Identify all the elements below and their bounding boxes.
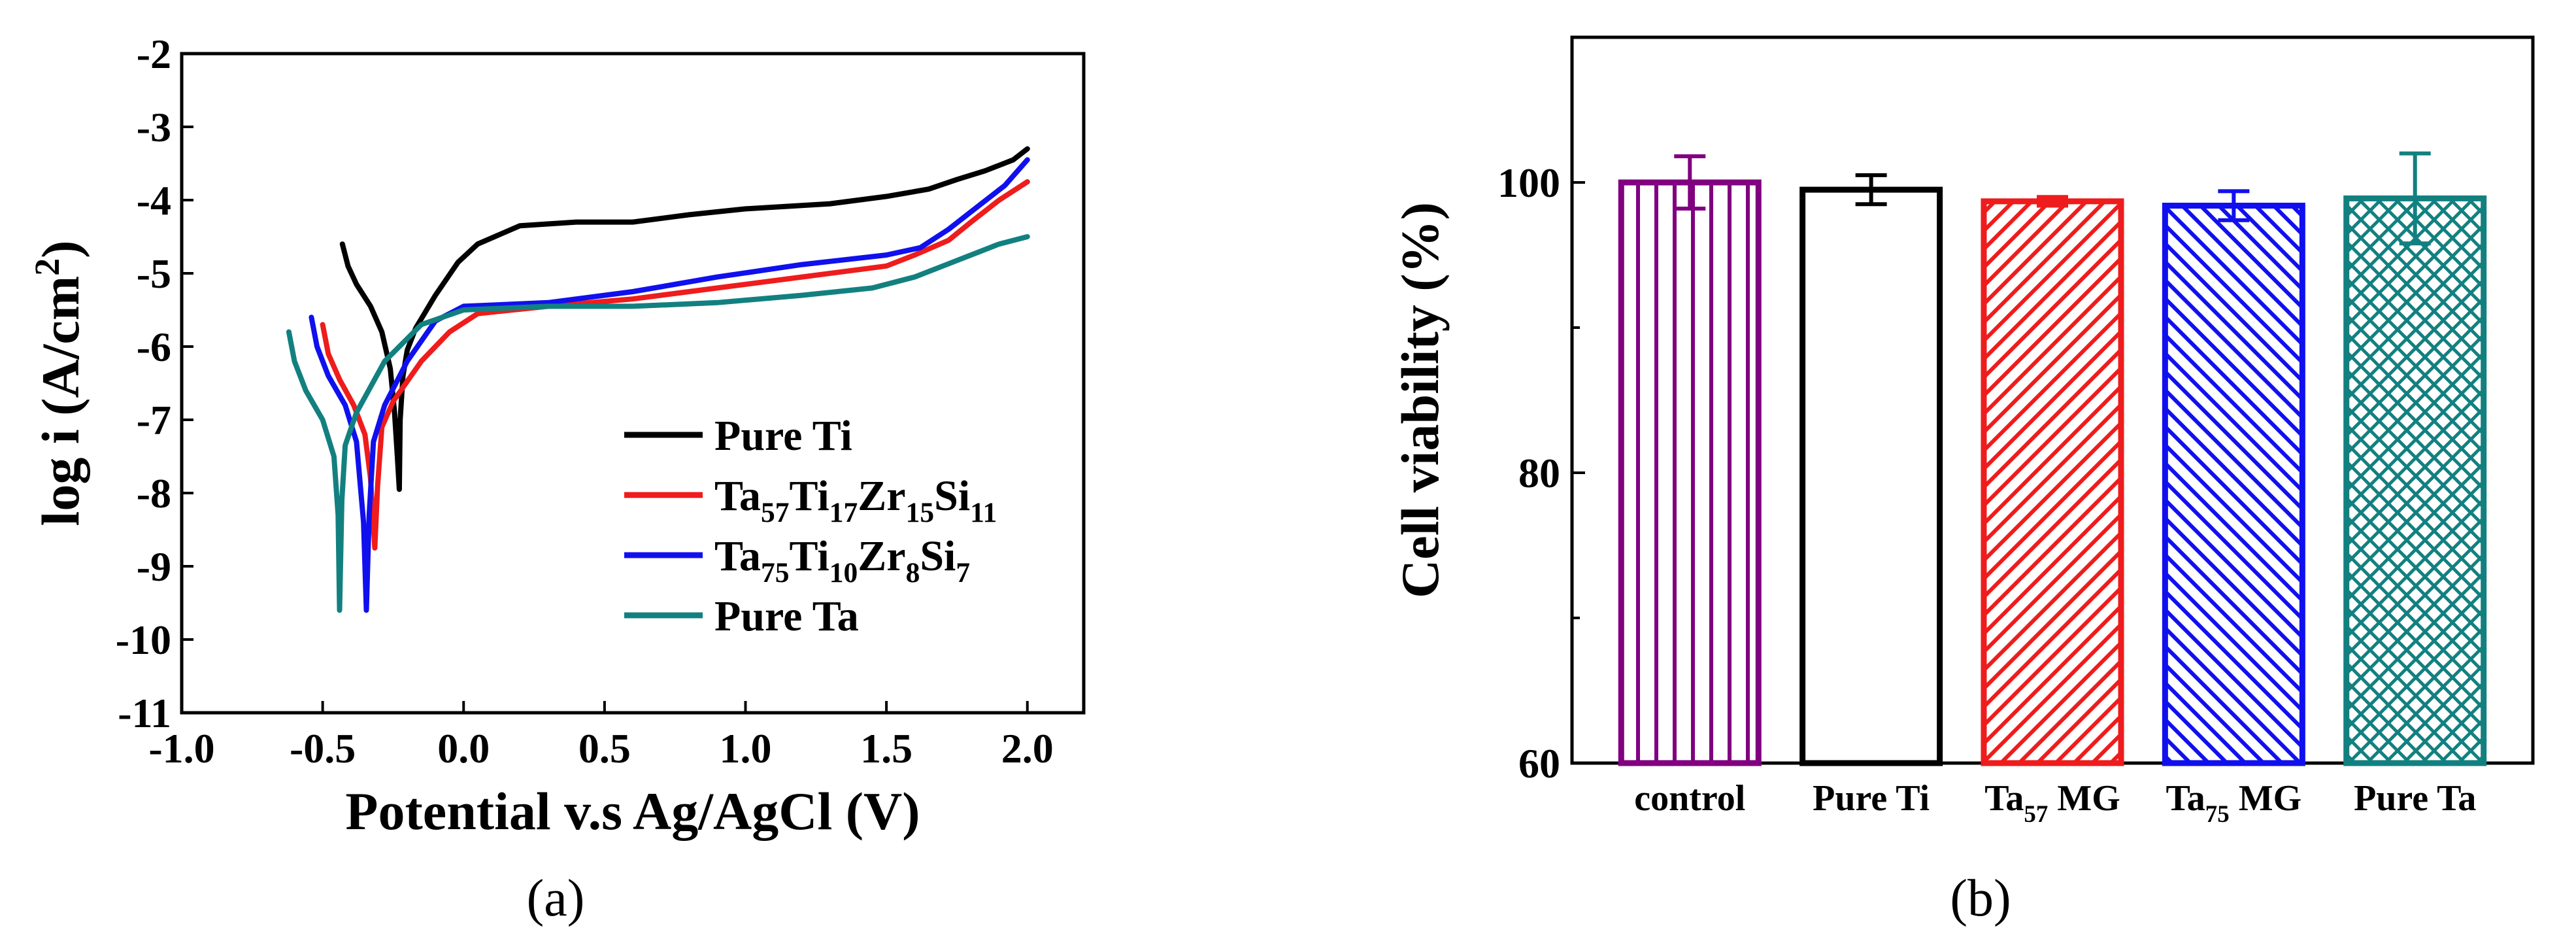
category-label-5-part: Pure Ta — [2354, 778, 2476, 819]
ylabel-a-sup: 2 — [27, 258, 67, 276]
legend-label-2: Ta57Ti17Zr15Si11 — [714, 472, 997, 528]
x-tick-label: 0.0 — [437, 725, 490, 772]
legend-label-3-part: Zr — [858, 532, 905, 580]
legend-label-1-part: Pure Ti — [714, 412, 852, 460]
x-axis-b: control Pure Ti Ta57 MG Ta75 MG Pure Ta — [1634, 778, 2476, 827]
series-line-4 — [286, 234, 1030, 613]
series-line-1 — [339, 146, 1030, 492]
legend-label-1: Pure Ti — [714, 412, 852, 460]
legend-label-2-part: 11 — [970, 497, 997, 528]
legend-label-3-part: 8 — [906, 557, 920, 589]
legend-label-2-part: 17 — [829, 497, 858, 528]
plot-frame-a — [180, 52, 1086, 715]
y-tick-label: -2 — [137, 31, 171, 77]
legend-label-2-part: 15 — [906, 497, 935, 528]
bar-2 — [1799, 186, 1943, 766]
y-tick-label: -5 — [137, 250, 171, 297]
legend-label-3: Ta75Ti10Zr8Si7 — [714, 532, 970, 589]
xlabel-a: Potential v.s Ag/AgCl (V) — [345, 781, 920, 841]
x-tick-label: 1.0 — [720, 725, 772, 772]
y-tick-label: -11 — [118, 690, 171, 736]
panel-label-a: (a) — [527, 870, 585, 927]
y-tick-label: -7 — [137, 397, 171, 443]
x-tick-label: 2.0 — [1001, 725, 1054, 772]
bar-4 — [2162, 203, 2305, 766]
x-tick-label: -0.5 — [290, 725, 356, 772]
bars — [1618, 151, 2487, 766]
series-lines — [286, 146, 1030, 613]
legend-label-2-part: Si — [934, 472, 970, 520]
y-axis-a: -2 -3 -4 -5 -6 -7 -8 -9 -10 -11 — [116, 31, 193, 736]
ylabel-a: log i (A/cm2) — [27, 241, 90, 526]
y-tick-label: -6 — [137, 324, 171, 370]
legend-label-2-part: Ti — [790, 472, 829, 520]
legend-label-3-part: Ti — [790, 532, 829, 580]
category-label-3: Ta57 MG — [1984, 778, 2120, 827]
y-tick-label-b: 100 — [1497, 160, 1560, 206]
x-tick-label: -1.0 — [148, 725, 214, 772]
legend-label-2-part: 57 — [761, 497, 790, 528]
y-tick-label: -8 — [137, 470, 171, 517]
legend-label-3-part: 10 — [829, 557, 858, 589]
ylabel-a-end: ) — [31, 241, 90, 258]
category-label-4-part: 75 — [2205, 800, 2230, 827]
legend-label-2-part: Zr — [858, 472, 905, 520]
bar-5 — [2343, 195, 2487, 766]
category-label-4: Ta75 MG — [2166, 778, 2302, 827]
y-tick-label-b: 60 — [1518, 740, 1560, 787]
category-label-3-part: Ta — [1984, 778, 2024, 819]
y-tick-label: -10 — [116, 617, 171, 663]
category-label-4-part: Ta — [2166, 778, 2205, 819]
legend-label-4-part: Pure Ta — [714, 592, 859, 640]
series-line-2 — [320, 179, 1030, 551]
category-label-5: Pure Ta — [2354, 778, 2476, 819]
panel-label-b: (b) — [1950, 870, 2011, 927]
y-axis-b: 60 80 100 — [1497, 160, 1585, 787]
category-label-2-part: Pure Ti — [1813, 778, 1930, 819]
category-label-1: control — [1634, 778, 1745, 819]
y-tick-label: -9 — [137, 543, 171, 590]
ylabel-b: Cell viability (%) — [1390, 202, 1450, 598]
y-tick-label-b: 80 — [1518, 450, 1560, 496]
category-label-3-part: MG — [2048, 778, 2120, 819]
x-axis-a: -1.0 -0.5 0.0 0.5 1.0 1.5 2.0 — [148, 701, 1054, 772]
bar-3 — [1981, 198, 2124, 766]
bar-1 — [1618, 179, 1762, 766]
legend-label-3-part: 75 — [761, 557, 790, 589]
legend: Pure TiTa57Ti17Zr15Si11Ta75Ti10Zr8Si7Pur… — [624, 412, 997, 640]
y-tick-label: -3 — [137, 104, 171, 150]
x-tick-label: 0.5 — [578, 725, 631, 772]
category-label-2: Pure Ti — [1813, 778, 1930, 819]
legend-label-4: Pure Ta — [714, 592, 859, 640]
x-tick-label: 1.5 — [860, 725, 912, 772]
ylabel-a-main: log i (A/cm — [31, 276, 90, 526]
category-label-3-part: 57 — [2024, 800, 2048, 827]
legend-label-3-part: Ta — [714, 532, 761, 580]
polarization-chart: -2 -3 -4 -5 -6 -7 -8 -9 -10 -11 -1.0 -0.5 0.0 0.5 1.0… — [27, 31, 1086, 927]
y-tick-label: -4 — [137, 177, 171, 224]
category-label-1-part: control — [1634, 778, 1745, 819]
category-label-4-part: MG — [2230, 778, 2301, 819]
legend-label-2-part: Ta — [714, 472, 761, 520]
legend-label-3-part: 7 — [956, 557, 970, 589]
legend-label-3-part: Si — [920, 532, 956, 580]
